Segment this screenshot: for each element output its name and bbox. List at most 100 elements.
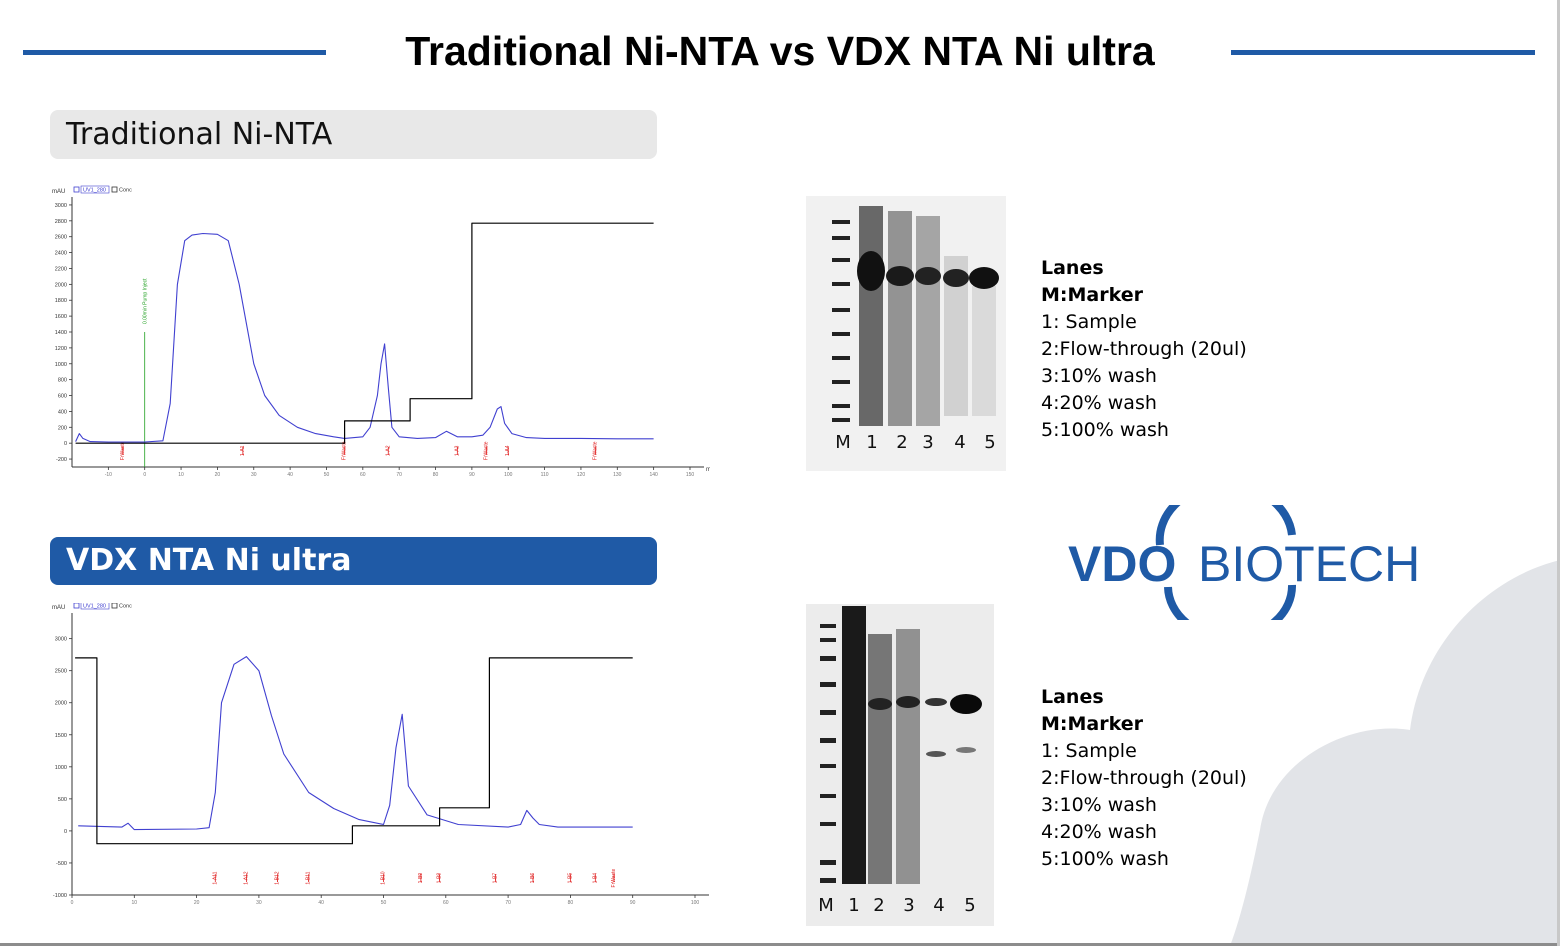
gel-lane-label: 3 <box>903 895 914 916</box>
x-tick-label: 40 <box>287 472 293 478</box>
x-tick-label: 120 <box>577 472 586 478</box>
x-tick-label: 40 <box>318 900 324 906</box>
fraction-label: 1-B6 <box>530 873 536 884</box>
bottom-border <box>0 943 1560 946</box>
x-tick-label: 60 <box>443 900 449 906</box>
chromatogram-traditional: -200020040060080010001200140016001800200… <box>52 185 710 478</box>
x-tick-label: 80 <box>568 900 574 906</box>
legend-lane-3: 3:10% wash <box>1041 365 1157 387</box>
legend-entry-uv: UV1_280 <box>83 188 106 194</box>
legend-lane-5: 5:100% wash <box>1041 848 1169 870</box>
legend-marker: M:Marker <box>1041 713 1143 735</box>
x-tick-label: 20 <box>215 472 221 478</box>
legend-swatch-conc <box>111 186 118 193</box>
x-tick-label: 70 <box>505 900 511 906</box>
legend-entry-conc: Conc <box>119 604 132 610</box>
gel-lane-label: 2 <box>873 895 884 916</box>
y-tick-label: -500 <box>56 861 67 867</box>
fraction-label: 1-A2 <box>385 445 391 456</box>
y-tick-label: 1000 <box>55 765 67 771</box>
y-tick-label: 200 <box>58 425 67 431</box>
x-tick-label: 140 <box>649 472 658 478</box>
x-tick-label: 30 <box>256 900 262 906</box>
background-cloud-shape <box>1230 560 1560 946</box>
y-tick-label: 2800 <box>55 219 67 225</box>
gel-lane-5 <box>950 694 982 753</box>
fraction-label: FrWaste <box>342 441 348 460</box>
x-tick-label: 10 <box>178 472 184 478</box>
fraction-label: 1-B5 <box>567 873 573 884</box>
fraction-label: 1-A3 <box>454 445 460 456</box>
x-tick-label: 70 <box>396 472 402 478</box>
x-tick-label: 80 <box>433 472 439 478</box>
fraction-label: FrWaste <box>611 869 617 888</box>
x-tick-label: -10 <box>105 472 112 478</box>
y-tick-label: 800 <box>58 378 67 384</box>
y-tick-label: 2600 <box>55 235 67 241</box>
y-tick-label: 1600 <box>55 314 67 320</box>
fraction-label: 1-B9 <box>418 873 424 884</box>
gel-lane-label: 1 <box>866 432 877 453</box>
chromatogram-vdx: -1000 -500 0 500 1000 1500 2000 2500 3000 0 10 20 30… <box>52 603 709 906</box>
x-tick-label: 10 <box>132 900 138 906</box>
gel-lane-label: M <box>818 895 834 916</box>
x-tick-label: 110 <box>541 472 549 478</box>
y-axis-label: mAU <box>52 189 65 195</box>
x-tick-label: 100 <box>504 472 513 478</box>
gel-lane-1 <box>842 606 866 884</box>
series-line-uv1-280 <box>78 656 633 831</box>
gel-lane-2 <box>886 211 914 426</box>
x-axis-label: mL <box>706 467 710 473</box>
gel-lane-label: 4 <box>954 432 965 453</box>
x-tick-label: 0 <box>71 900 74 906</box>
legend-lane-3: 3:10% wash <box>1041 794 1157 816</box>
vdo-biotech-logo: VDO BIOTECH <box>1068 505 1420 620</box>
gel-lane-3 <box>896 629 920 884</box>
logo-text-bold: VDO <box>1068 536 1176 592</box>
gel-lane-4 <box>925 698 947 757</box>
gel-lane-label: 1 <box>848 895 859 916</box>
y-tick-label: -200 <box>56 457 67 463</box>
injection-label: 0.00min Pump Inject <box>143 278 149 324</box>
gel-marker-lane <box>820 624 836 883</box>
x-tick-label: 90 <box>469 472 475 478</box>
x-tick-label: 0 <box>143 472 146 478</box>
gel-lane-label: 5 <box>984 432 995 453</box>
y-tick-label: 2000 <box>55 701 67 707</box>
x-tick-label: 150 <box>686 472 695 478</box>
y-tick-label: 2000 <box>55 282 67 288</box>
legend-lane-5: 5:100% wash <box>1041 419 1169 441</box>
legend-swatch-conc <box>111 603 118 609</box>
legend-lane-4: 4:20% wash <box>1041 392 1157 414</box>
right-border <box>1557 0 1560 946</box>
y-tick-label: 1000 <box>55 362 67 368</box>
legend-entry-conc: Conc <box>119 188 132 194</box>
fraction-label: 1-B12 <box>275 871 281 885</box>
legend-entry-uv: UV1_280 <box>83 604 106 610</box>
header-rule-left <box>23 50 326 55</box>
y-tick-label: -1000 <box>53 893 67 899</box>
gel-lane-label: 5 <box>964 895 975 916</box>
fraction-label: 1-B8 <box>437 873 443 884</box>
legend-lane-4: 4:20% wash <box>1041 821 1157 843</box>
fraction-label: 1-A12 <box>243 871 249 885</box>
header-rule-right <box>1231 50 1535 55</box>
x-tick-label: 30 <box>251 472 257 478</box>
gel-lane-label: 3 <box>922 432 933 453</box>
fraction-label: FrWaste <box>592 441 598 460</box>
gel-lane-label: M <box>835 432 851 453</box>
fraction-label: FrWaste <box>483 441 489 460</box>
fraction-label: 1-B4 <box>592 873 598 884</box>
legend-lane-2: 2:Flow-through (20ul) <box>1041 338 1247 360</box>
gel-lane-label: 4 <box>933 895 944 916</box>
y-tick-label: 0 <box>64 829 67 835</box>
y-tick-label: 3000 <box>55 203 67 209</box>
x-tick-label: 50 <box>324 472 330 478</box>
legend-heading: Lanes <box>1041 257 1104 279</box>
series-line-conc <box>75 222 654 444</box>
legend-box-uv <box>80 185 110 194</box>
gel-lane-3 <box>915 216 941 426</box>
x-tick-label: 60 <box>360 472 366 478</box>
y-tick-label: 500 <box>58 797 67 803</box>
